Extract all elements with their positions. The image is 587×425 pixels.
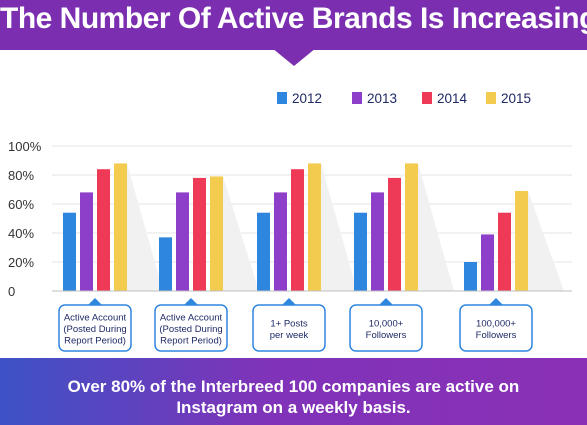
category-label: 100,000+: [476, 318, 516, 329]
bar-shadow: [528, 190, 564, 291]
legend-label: 2012: [292, 91, 322, 106]
page-title: The Number Of Active Brands Is Increasin…: [0, 2, 587, 35]
category-label-box: [252, 304, 326, 352]
bar-shadow: [418, 163, 454, 291]
bar-2014-1: [193, 177, 206, 291]
bar-shadow: [127, 163, 163, 291]
y-tick-label: 20%: [8, 255, 34, 270]
bar-2012-4: [464, 262, 477, 291]
bar-2013-3: [371, 192, 384, 291]
bar-2015-0: [114, 163, 127, 291]
legend-swatch-2013: [352, 92, 362, 104]
bar-2014-3: [388, 177, 401, 291]
y-tick-label: 0: [8, 284, 15, 299]
legend-swatch-2012: [277, 92, 287, 104]
bar-2014-2: [291, 169, 304, 291]
category-label: per week: [270, 330, 309, 341]
bar-2013-2: [274, 192, 287, 291]
header-banner: The Number Of Active Brands Is Increasin…: [0, 0, 587, 50]
bar-2015-2: [308, 163, 321, 291]
bar-chart: 020%40%60%80%100%Active Account(Posted D…: [8, 91, 572, 352]
bar-shadow: [223, 176, 259, 291]
legend-label: 2013: [367, 91, 397, 106]
bar-2012-0: [63, 212, 76, 291]
y-tick-label: 40%: [8, 226, 34, 241]
bar-2013-1: [176, 192, 189, 291]
category-label: Active Account: [64, 313, 127, 324]
category-label: Followers: [366, 330, 407, 341]
footer-banner: Over 80% of the Interbreed 100 companies…: [0, 358, 587, 425]
legend-label: 2015: [501, 91, 531, 106]
bar-2015-4: [515, 190, 528, 291]
bar-2015-3: [405, 163, 418, 291]
category-label: (Posted During: [63, 324, 126, 335]
category-label: Report Period): [64, 336, 126, 347]
bar-2012-3: [354, 212, 367, 291]
category-pointer: [282, 298, 296, 305]
legend-swatch-2014: [422, 92, 432, 104]
y-tick-label: 80%: [8, 168, 34, 183]
bar-2014-4: [498, 212, 511, 291]
bar-2012-1: [159, 237, 172, 291]
category-label: 1+ Posts: [270, 318, 307, 329]
category-label: Report Period): [160, 336, 222, 347]
legend-label: 2014: [437, 91, 468, 106]
category-pointer: [379, 298, 393, 305]
category-label-box: [58, 304, 132, 352]
bar-2013-4: [481, 234, 494, 291]
category-pointer: [184, 298, 198, 305]
category-label: Active Account: [160, 313, 223, 324]
header-arrow: [272, 48, 316, 66]
bar-2013-0: [80, 192, 93, 291]
category-label-box: [459, 304, 533, 352]
category-label: 10,000+: [369, 318, 404, 329]
category-label: (Posted During: [159, 324, 222, 335]
bar-2012-2: [257, 212, 270, 291]
bar-2014-0: [97, 169, 110, 291]
category-label: Followers: [476, 330, 517, 341]
footer-text: Over 80% of the Interbreed 100 companies…: [67, 377, 520, 417]
category-pointer: [88, 298, 102, 305]
category-label-box: [154, 304, 228, 352]
category-label-box: [349, 304, 423, 352]
bar-shadow: [321, 163, 357, 291]
y-tick-label: 100%: [8, 139, 42, 154]
y-tick-label: 60%: [8, 197, 34, 212]
legend-swatch-2015: [486, 92, 496, 104]
bar-2015-1: [210, 176, 223, 291]
category-pointer: [489, 298, 503, 305]
